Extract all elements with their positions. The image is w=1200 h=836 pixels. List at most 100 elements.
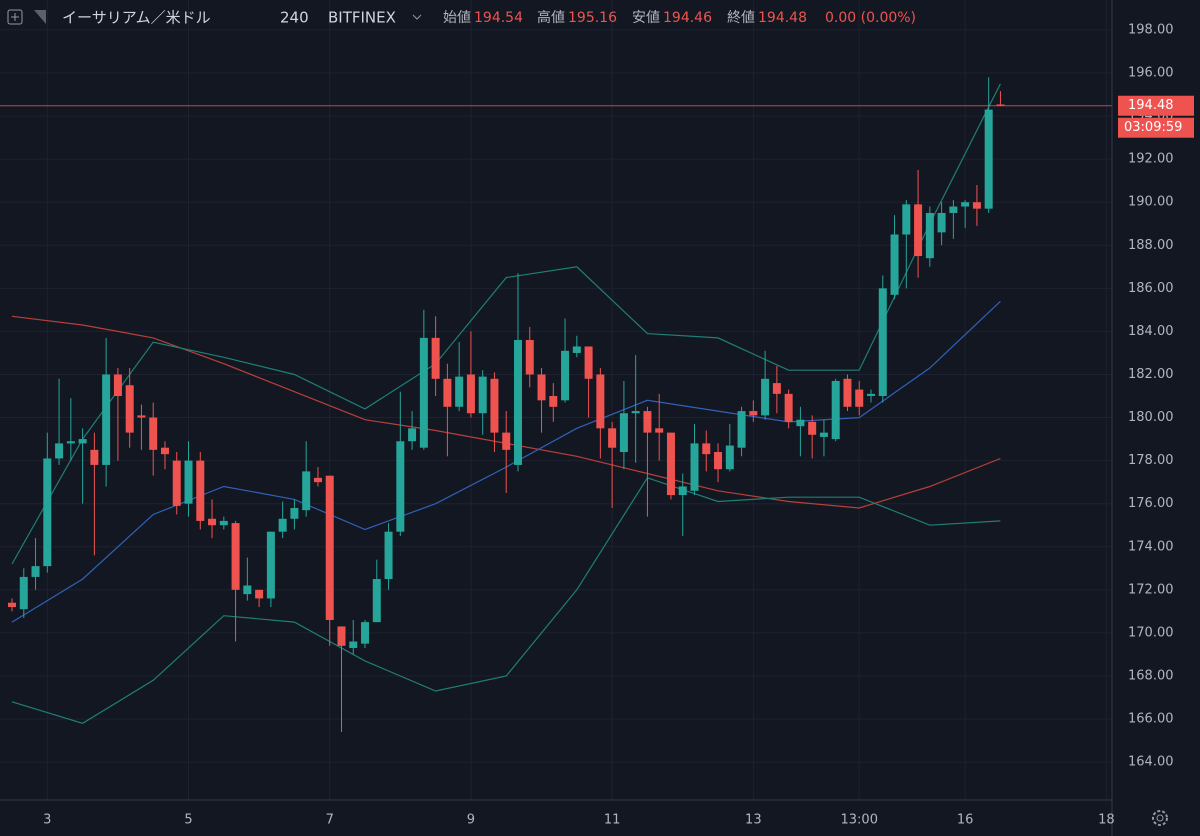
candle-body (855, 389, 864, 407)
candle-body (266, 531, 275, 599)
y-tick-label: 178.00 (1128, 453, 1174, 468)
candle-body (761, 378, 770, 416)
x-tick-label: 7 (326, 813, 334, 828)
candle-body (525, 340, 534, 375)
candle-body (137, 415, 146, 418)
indicator-line (11, 477, 1001, 724)
low-value: 194.46 (663, 10, 712, 26)
x-tick-label: 13 (745, 813, 762, 828)
countdown: 03:09:59 (1124, 120, 1182, 135)
x-tick-label: 18 (1098, 813, 1115, 828)
candle-body (819, 432, 828, 437)
y-tick-label: 190.00 (1128, 195, 1174, 210)
settings-icon (1156, 814, 1164, 822)
x-tick-label: 13:00 (841, 813, 878, 828)
candle-body (737, 411, 746, 448)
settings-icon[interactable] (1152, 810, 1168, 826)
candle-body (949, 206, 958, 213)
candle-body (455, 376, 464, 407)
y-tick-label: 164.00 (1128, 755, 1174, 770)
candle-body (666, 432, 675, 496)
candle-body (419, 337, 428, 448)
close-label: 終値 (727, 10, 755, 26)
close-value: 194.48 (758, 10, 807, 26)
candle-body (996, 104, 1005, 106)
change: 0.00 (0.00%) (825, 10, 916, 26)
open-label: 始値 (443, 10, 471, 26)
candle-body (466, 374, 475, 414)
high-value: 195.16 (568, 10, 617, 26)
high-label: 高値 (537, 9, 565, 26)
candle-body (431, 337, 440, 379)
candle-body (537, 374, 546, 401)
candle-body (443, 378, 452, 407)
low-label: 安値 (632, 10, 660, 26)
candle-body (408, 428, 417, 442)
candle-body (43, 458, 52, 567)
y-tick-label: 166.00 (1128, 712, 1174, 727)
candle-body (808, 421, 817, 435)
candle-body (608, 428, 617, 448)
settings-icon[interactable] (1152, 810, 1168, 826)
collapse-icon[interactable] (34, 10, 46, 24)
candle-body (172, 460, 181, 506)
candle-body (596, 374, 605, 429)
candle-body (690, 443, 699, 491)
candle-body (714, 452, 723, 470)
candle-body (90, 449, 99, 465)
candle-body (749, 411, 758, 416)
candle-body (160, 447, 169, 455)
price-badge (1118, 95, 1194, 116)
header: イーサリアム／米ドル 240 BITFINEX 始値 194.54 高値 195… (7, 9, 916, 27)
candle-body (278, 518, 287, 532)
candle-body (890, 234, 899, 295)
candle-body (549, 396, 558, 407)
candle-body (337, 626, 346, 646)
candle-body (19, 576, 28, 610)
candle-body (255, 589, 264, 599)
add-icon[interactable] (7, 9, 23, 25)
candle-body (867, 393, 876, 397)
candle-body (678, 486, 687, 496)
candle-body (478, 376, 487, 414)
candle-body (313, 477, 322, 483)
candle-body (196, 460, 205, 521)
symbol[interactable]: イーサリアム／米ドル (62, 9, 211, 27)
candle-body (561, 350, 570, 401)
dropdown-icon[interactable] (412, 14, 422, 20)
exchange[interactable]: BITFINEX (328, 9, 396, 27)
y-tick-label: 192.00 (1128, 152, 1174, 167)
candle-body (113, 374, 122, 397)
candle-body (984, 109, 993, 209)
x-tick-label: 5 (184, 813, 192, 828)
x-tick-label: 11 (604, 813, 621, 828)
candle-body (878, 288, 887, 397)
candle-body (772, 383, 781, 394)
y-tick-label: 170.00 (1128, 625, 1174, 640)
candle-body (937, 212, 946, 233)
interval[interactable]: 240 (280, 9, 309, 27)
countdown-badge (1118, 117, 1194, 138)
price-label: 194.48 (1128, 98, 1174, 113)
candle-body (372, 579, 381, 623)
candle-body (643, 411, 652, 433)
candle-body (843, 378, 852, 407)
candle-body (78, 439, 87, 444)
candle-body (325, 475, 334, 620)
candle-body (361, 622, 370, 644)
y-tick-label: 180.00 (1128, 410, 1174, 425)
candle-body (208, 518, 217, 526)
candle-body (584, 346, 593, 379)
candle-body (902, 204, 911, 235)
candle-body (972, 202, 981, 209)
y-tick-label: 182.00 (1128, 367, 1174, 382)
y-tick-label: 188.00 (1128, 238, 1174, 253)
candle-body (796, 419, 805, 427)
candle-body (102, 374, 111, 465)
candle-body (725, 445, 734, 470)
candle-body (572, 346, 581, 353)
y-tick-label: 172.00 (1128, 582, 1174, 597)
x-tick-label: 3 (43, 813, 51, 828)
y-tick-label: 196.00 (1128, 66, 1174, 81)
candle-body (125, 385, 134, 433)
